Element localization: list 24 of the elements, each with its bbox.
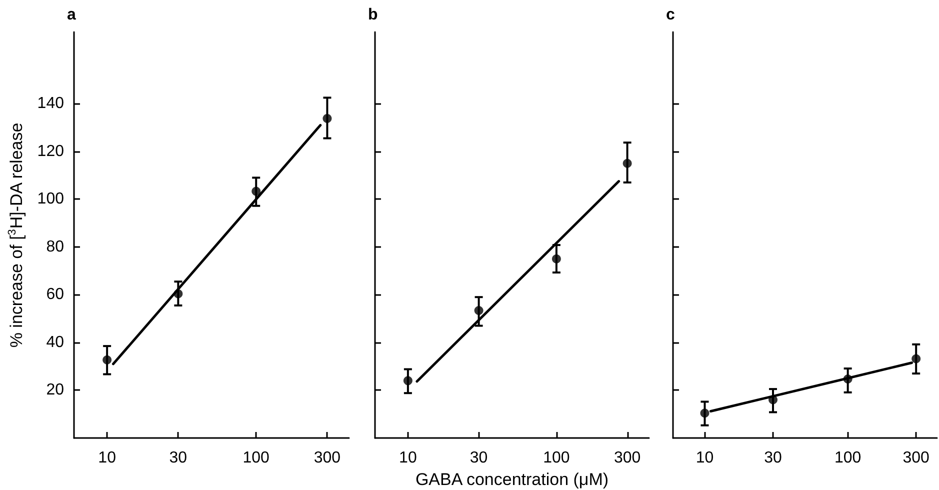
chart-title: a — [67, 6, 76, 24]
y-tick-label: 120 — [37, 142, 64, 160]
x-tick-label: 10 — [98, 450, 116, 466]
chart-title: c — [666, 6, 675, 24]
x-tick-label: 10 — [696, 450, 714, 466]
y-tick-label: 60 — [46, 286, 64, 304]
x-tick-label: 30 — [764, 450, 782, 466]
y-tick-label: 100 — [37, 190, 64, 208]
x-axis-title: GABA concentration (μM) — [415, 470, 609, 489]
y-tick-label: 140 — [37, 95, 64, 112]
y-axis-title: % increase of [3H]-DA release — [6, 122, 26, 348]
x-tick-label: 100 — [834, 450, 862, 466]
x-tick-label: 30 — [470, 450, 488, 466]
x-tick-label: 100 — [242, 450, 270, 466]
x-tick-label: 300 — [314, 450, 341, 466]
x-tick-label: 30 — [169, 450, 188, 466]
y-tick-label: 40 — [46, 334, 64, 351]
x-tick-label: 300 — [614, 450, 641, 466]
y-tick-label: 80 — [46, 238, 64, 256]
chart-title: b — [368, 6, 378, 24]
x-tick-label: 300 — [902, 450, 930, 466]
x-tick-label: 100 — [543, 450, 570, 466]
y-tick-label: 20 — [46, 382, 64, 399]
x-tick-label: 10 — [399, 450, 417, 466]
